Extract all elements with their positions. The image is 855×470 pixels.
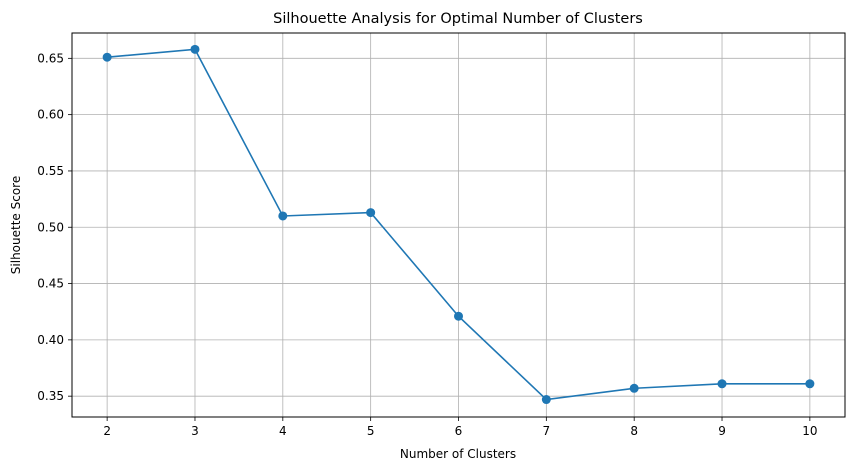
x-tick-label: 2 — [103, 424, 111, 438]
y-axis-label: Silhouette Score — [9, 176, 23, 274]
x-tick-label: 4 — [279, 424, 287, 438]
y-tick-label: 0.55 — [37, 164, 64, 178]
y-axis: 0.35 0.40 0.45 0.50 0.55 0.60 0.65 — [37, 51, 72, 403]
data-point — [805, 379, 815, 389]
x-tick-label: 3 — [191, 424, 199, 438]
data-point — [278, 211, 288, 221]
data-point — [454, 311, 463, 321]
x-tick-label: 9 — [718, 424, 726, 438]
x-axis-label: Number of Clusters — [400, 447, 516, 461]
x-tick-label: 10 — [802, 424, 817, 438]
grid — [72, 33, 845, 417]
x-axis: 2 3 4 5 6 7 8 9 10 — [103, 417, 818, 438]
y-tick-label: 0.35 — [37, 389, 64, 403]
data-point — [102, 52, 112, 62]
x-tick-label: 5 — [367, 424, 375, 438]
y-tick-label: 0.40 — [37, 333, 64, 347]
x-tick-label: 6 — [455, 424, 463, 438]
data-point — [366, 208, 376, 218]
chart-title: Silhouette Analysis for Optimal Number o… — [273, 11, 643, 27]
y-tick-label: 0.60 — [37, 108, 64, 122]
y-tick-label: 0.50 — [37, 220, 64, 234]
y-tick-label: 0.65 — [37, 51, 64, 65]
data-point — [541, 395, 551, 405]
data-point — [190, 44, 200, 54]
data-point — [629, 383, 639, 393]
y-tick-label: 0.45 — [37, 277, 64, 291]
data-point — [717, 379, 727, 389]
x-tick-label: 7 — [543, 424, 551, 438]
x-tick-label: 8 — [630, 424, 638, 438]
series-layer — [102, 44, 815, 405]
